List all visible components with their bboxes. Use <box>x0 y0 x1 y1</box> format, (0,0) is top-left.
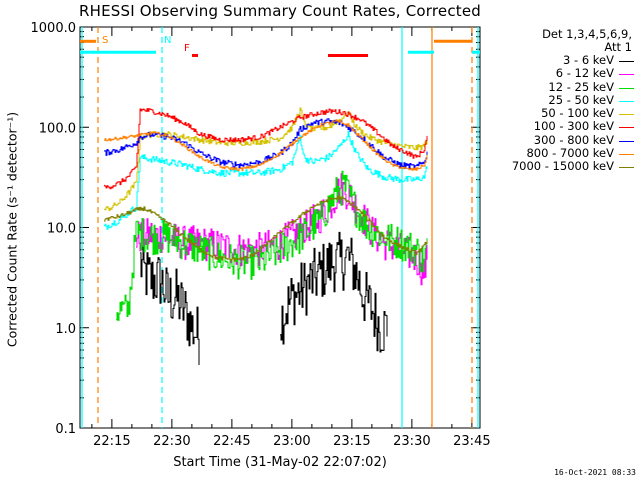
legend-entry: 12 - 25 keV <box>484 79 636 94</box>
legend-entry: 800 - 7000 keV <box>484 146 636 161</box>
legend-swatch <box>619 87 634 89</box>
legend-header-1: Det 1,3,4,5,6,9, <box>542 27 632 41</box>
series-line <box>104 119 428 172</box>
legend-swatch <box>619 74 634 76</box>
legend-entry: 50 - 100 keV <box>484 106 636 121</box>
legend-label: 100 - 300 keV <box>533 119 614 134</box>
legend-swatch <box>619 167 634 169</box>
series-line <box>104 118 428 170</box>
x-tick-label: 23:30 <box>393 434 430 449</box>
legend-entry: 300 - 800 keV <box>484 132 636 147</box>
series-line <box>104 108 428 190</box>
legend-swatch <box>619 127 634 129</box>
legend-label: 25 - 50 keV <box>548 92 614 107</box>
y-tick-label: 1000.0 <box>31 21 77 36</box>
x-tick-label: 22:30 <box>153 434 190 449</box>
x-tick-label: 23:45 <box>453 434 490 449</box>
legend-label: 6 - 12 keV <box>555 66 614 81</box>
legend-label: 3 - 6 keV <box>563 53 614 67</box>
x-tick-label: 23:00 <box>273 434 310 449</box>
legend-label: 12 - 25 keV <box>548 79 614 94</box>
timestamp: 16-Oct-2021 08:33 <box>554 468 636 477</box>
legend-entry: 100 - 300 keV <box>484 120 636 133</box>
flag-label: N <box>164 35 171 46</box>
legend-entry: 3 - 6 keV <box>484 53 636 67</box>
legend-entry: 6 - 12 keV <box>484 66 636 81</box>
series-line <box>280 231 388 353</box>
series-line <box>104 195 428 262</box>
y-tick-label: 10.0 <box>47 222 76 237</box>
legend-swatch <box>619 100 634 102</box>
legend-swatch <box>619 140 634 142</box>
y-tick-label: 100.0 <box>39 121 76 136</box>
legend-label: 800 - 7000 keV <box>526 146 614 161</box>
legend-entry: 7000 - 15000 keV <box>484 160 636 173</box>
x-tick-label: 22:15 <box>93 434 130 449</box>
series-line <box>116 170 428 321</box>
flag-label: S <box>102 35 108 46</box>
flag-label: F <box>184 43 190 54</box>
legend: Det 1,3,4,5,6,9, Att 1 3 - 6 keV 6 - 12 k… <box>484 28 636 174</box>
x-tick-label: 23:15 <box>333 434 370 449</box>
y-tick-label: 1.0 <box>55 322 76 337</box>
legend-label: 50 - 100 keV <box>541 106 614 121</box>
legend-swatch <box>619 61 634 62</box>
legend-header-2: Att 1 <box>604 40 632 54</box>
legend-label: 7000 - 15000 keV <box>511 159 614 174</box>
legend-swatch <box>619 114 634 116</box>
legend-swatch <box>619 154 634 156</box>
series-line <box>104 131 428 230</box>
legend-entry: 25 - 50 keV <box>484 92 636 107</box>
series-line <box>104 107 428 212</box>
y-tick-label: 0.1 <box>55 422 76 437</box>
series-line <box>136 173 428 286</box>
legend-label: 300 - 800 keV <box>533 132 614 147</box>
x-axis-label: Start Time (31-May-02 22:07:02) <box>173 455 387 470</box>
chart-title: RHESSI Observing Summary Count Rates, Co… <box>78 2 481 20</box>
x-tick-label: 22:45 <box>213 434 250 449</box>
series-line <box>140 240 200 365</box>
